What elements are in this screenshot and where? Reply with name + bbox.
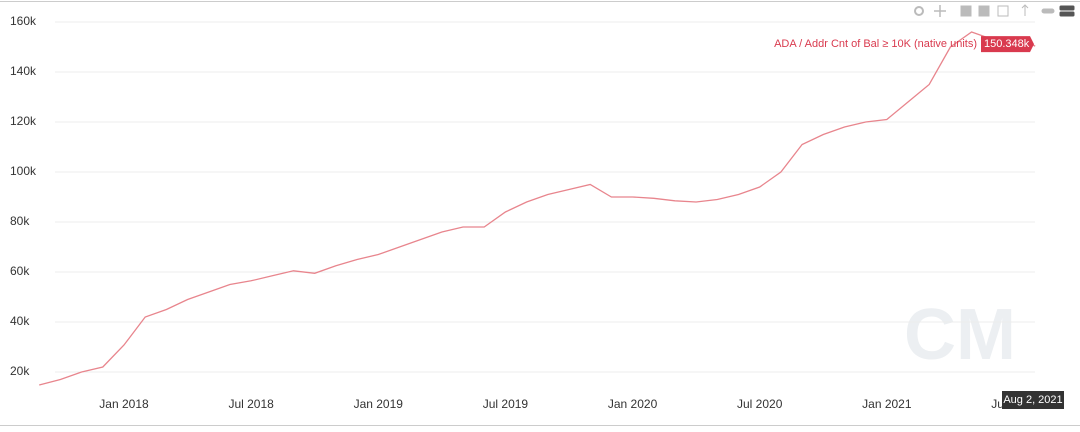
y-tick-label: 20k — [10, 364, 30, 378]
pan-icon[interactable] — [934, 5, 946, 17]
data-line — [39, 31, 1036, 386]
zoom-in-icon[interactable] — [960, 5, 972, 17]
y-tick-label: 100k — [10, 164, 37, 178]
x-tick-label: Jul 2020 — [737, 397, 783, 411]
y-tick-label: 40k — [10, 314, 30, 328]
x-tick-label: Jul 2019 — [483, 397, 529, 411]
date-box — [1002, 391, 1064, 409]
x-tick-label: Jan 2018 — [99, 397, 149, 411]
value-tooltip: ADA / Addr Cnt of Bal ≥ 10K (native unit… — [774, 36, 1034, 53]
value-box — [981, 36, 1034, 53]
zoom-icon[interactable] — [914, 6, 924, 16]
x-tick-label: Jul 2018 — [228, 397, 274, 411]
y-tick-label: 80k — [10, 214, 30, 228]
hover-icon[interactable] — [1059, 11, 1075, 17]
hover-icon[interactable] — [1059, 5, 1075, 11]
x-tick-label: Jan 2021 — [862, 397, 912, 411]
series-name: ADA / Addr Cnt of Bal ≥ 10K (native unit… — [774, 38, 977, 50]
reset-icon[interactable] — [1021, 4, 1029, 16]
y-tick-label: 120k — [10, 114, 37, 128]
x-tick-label: Jan 2019 — [354, 397, 404, 411]
zoom-out-icon[interactable] — [978, 5, 990, 17]
autoscale-icon[interactable] — [997, 5, 1009, 17]
x-tick-label: Jan 2020 — [608, 397, 658, 411]
y-tick-label: 140k — [10, 64, 37, 78]
toolbar — [914, 4, 1075, 17]
value-label: 150.348k — [984, 38, 1030, 50]
y-tick-label: 60k — [10, 264, 30, 278]
hover-date: Aug 2, 2021 — [1003, 394, 1062, 406]
watermark: CM — [904, 295, 1016, 375]
y-tick-label: 160k — [10, 14, 37, 28]
spike-icon[interactable] — [1041, 8, 1055, 14]
